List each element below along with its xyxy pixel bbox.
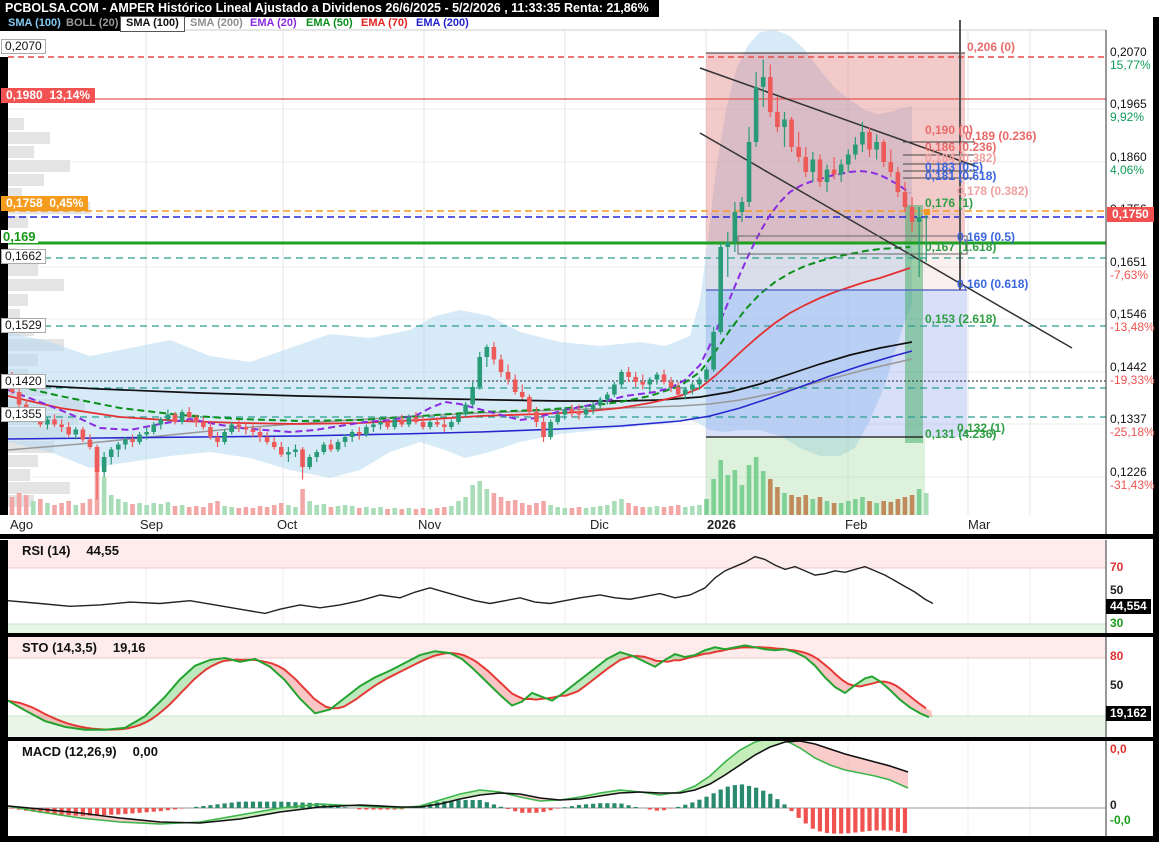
- legend-item-sma-100-[interactable]: SMA (100): [120, 16, 185, 32]
- chart-title: PCBOLSA.COM - AMPER Histórico Lineal Aju…: [0, 0, 659, 17]
- legend-item-ema-200-[interactable]: EMA (200): [416, 17, 469, 29]
- legend-item-ema-50-[interactable]: EMA (50): [306, 17, 353, 29]
- macd-name: MACD (12,26,9): [22, 744, 117, 759]
- rsi-panel-label: RSI (14) 44,55: [22, 543, 119, 558]
- rsi-name: RSI (14): [22, 543, 71, 558]
- rsi-value: 44,55: [86, 543, 119, 558]
- indicator-legend: SMA (100) BOLL (20) SMA (100) SMA (200) EMA …: [0, 16, 1159, 32]
- sto-name: STO (14,3,5): [22, 640, 97, 655]
- macd-panel-label: MACD (12,26,9) 0,00: [22, 744, 158, 759]
- legend-dark-bg: [0, 17, 120, 31]
- sto-value: 19,16: [112, 640, 146, 655]
- sto-panel-label: STO (14,3,5) 19,16: [22, 640, 145, 655]
- legend-item-sma-200-[interactable]: SMA (200): [190, 17, 243, 29]
- legend-item-sma-100-[interactable]: SMA (100): [8, 17, 61, 29]
- macd-value: 0,00: [132, 744, 158, 759]
- legend-item-boll-20-[interactable]: BOLL (20): [66, 17, 119, 29]
- legend-item-ema-20-[interactable]: EMA (20): [250, 17, 297, 29]
- legend-item-ema-70-[interactable]: EMA (70): [361, 17, 408, 29]
- title-text: PCBOLSA.COM - AMPER Histórico Lineal Aju…: [5, 1, 649, 15]
